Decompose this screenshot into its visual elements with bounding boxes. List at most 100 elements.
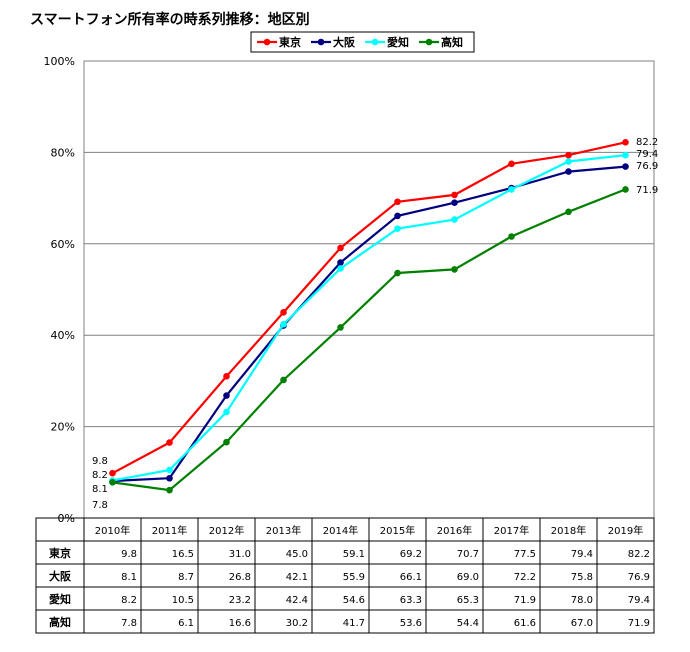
data-point	[166, 439, 173, 446]
start-data-label: 8.2	[92, 470, 108, 481]
table-cell: 59.1	[343, 549, 365, 560]
x-tick-label: 2016年	[437, 524, 472, 537]
table-cell: 23.2	[229, 595, 251, 606]
x-tick-label: 2017年	[494, 524, 529, 537]
data-point	[280, 309, 287, 316]
data-point	[337, 324, 344, 331]
table-cell: 8.1	[121, 572, 137, 583]
x-tick-label: 2011年	[152, 524, 187, 537]
data-point	[394, 225, 401, 233]
data-point	[622, 163, 629, 170]
data-point	[109, 479, 116, 486]
table-cell: 54.6	[343, 595, 365, 606]
data-point	[223, 392, 230, 399]
table-cell: 69.0	[457, 572, 479, 583]
table-cell: 65.3	[457, 595, 479, 606]
x-tick-label: 2019年	[608, 524, 643, 537]
start-data-label: 7.8	[92, 500, 108, 511]
y-tick-label: 40%	[51, 329, 75, 342]
legend-marker	[425, 38, 433, 46]
data-point	[508, 186, 515, 193]
table-frame	[35, 517, 655, 634]
legend-marker	[263, 38, 271, 46]
start-data-label: 9.8	[92, 456, 108, 467]
plot-area	[83, 60, 655, 519]
x-tick-label: 2013年	[266, 524, 301, 537]
data-point	[508, 233, 515, 240]
table-cell: 54.4	[457, 618, 479, 629]
table-cell: 31.0	[229, 549, 251, 560]
y-tick-label: 20%	[51, 421, 75, 434]
end-data-label: 82.2	[636, 137, 658, 148]
data-point	[337, 259, 344, 266]
x-tick-label: 2014年	[323, 524, 358, 537]
table-cell: 8.7	[178, 572, 194, 583]
y-tick-label: 60%	[51, 238, 75, 251]
table-cell: 10.5	[172, 595, 194, 606]
legend-marker	[317, 38, 325, 46]
chart-title: スマートフォン所有率の時系列推移：地区別	[30, 12, 310, 28]
data-point	[565, 158, 572, 165]
x-tick-label: 2015年	[380, 524, 415, 537]
end-data-label: 76.9	[636, 161, 658, 172]
data-point	[223, 408, 230, 416]
data-point	[565, 151, 572, 159]
table-cell: 55.9	[343, 572, 365, 583]
data-point	[394, 269, 401, 277]
table-cell: 26.8	[229, 572, 251, 583]
legend-label: 大阪	[333, 35, 356, 49]
data-point	[109, 469, 116, 477]
data-point	[166, 466, 173, 474]
data-point	[622, 139, 629, 146]
end-data-label: 71.9	[636, 185, 658, 196]
data-point	[508, 160, 515, 168]
table-row-label: 大阪	[49, 569, 72, 583]
table-cell: 76.9	[628, 572, 650, 583]
table-cell: 79.4	[628, 595, 650, 606]
series-line-4	[112, 188, 626, 492]
legend-label: 東京	[279, 35, 301, 49]
x-tick-label: 2010年	[95, 524, 130, 537]
table-cell: 71.9	[514, 595, 536, 606]
table-cell: 8.2	[121, 595, 137, 606]
table-cell: 69.2	[400, 549, 422, 560]
table-cell: 7.8	[121, 618, 137, 629]
table-row-label: 高知	[49, 615, 71, 629]
table-cell: 9.8	[121, 549, 137, 560]
table-cell: 66.1	[400, 572, 422, 583]
table-cell: 63.3	[400, 595, 422, 606]
table-cell: 72.2	[514, 572, 536, 583]
table-cell: 42.4	[286, 595, 308, 606]
series-line-2	[112, 165, 626, 483]
x-tick-label: 2018年	[551, 524, 586, 537]
data-point	[451, 216, 458, 223]
series-line-3	[112, 154, 626, 482]
table-cell: 42.1	[286, 572, 308, 583]
y-tick-label: 80%	[51, 146, 75, 159]
table-cell: 75.8	[571, 572, 593, 583]
data-point	[394, 198, 401, 206]
end-data-label: 79.4	[636, 149, 658, 160]
table-cell: 16.6	[229, 618, 251, 629]
data-point	[394, 212, 401, 220]
series-line-1	[111, 141, 626, 475]
start-data-label: 8.1	[92, 484, 108, 495]
table-cell: 16.5	[172, 549, 194, 560]
x-tick-label: 2012年	[209, 524, 244, 537]
table-cell: 79.4	[571, 549, 593, 560]
data-point	[223, 438, 230, 446]
table-cell: 71.9	[628, 618, 650, 629]
table-cell: 53.6	[400, 618, 422, 629]
table-cell: 82.2	[628, 549, 650, 560]
table-cell: 45.0	[286, 549, 308, 560]
table-row-label: 愛知	[49, 592, 71, 606]
y-tick-label: 100%	[44, 55, 75, 68]
table-cell: 67.0	[571, 618, 593, 629]
table-cell: 6.1	[178, 618, 194, 629]
table-cell: 30.2	[286, 618, 308, 629]
data-point	[337, 265, 344, 272]
data-point	[280, 376, 287, 384]
legend-marker	[371, 38, 379, 46]
data-point	[451, 266, 458, 273]
